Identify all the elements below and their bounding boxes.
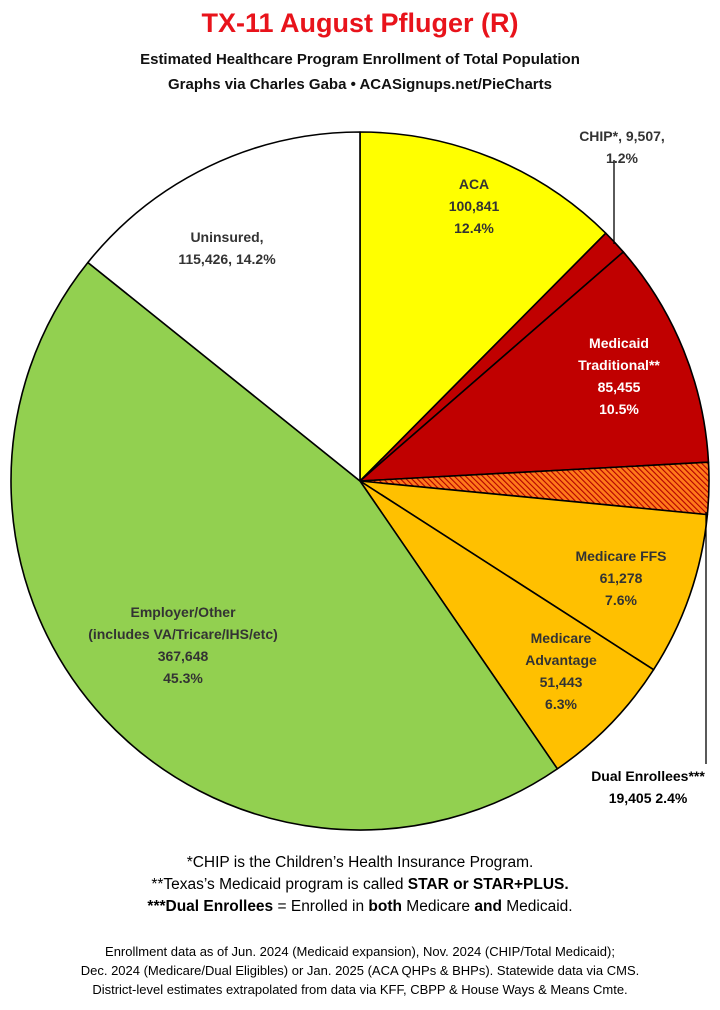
- pie-slice-uninsured: [87, 131, 361, 482]
- note-dual: ***Dual Enrollees = Enrolled in both Med…: [147, 898, 573, 915]
- slice-label-line: ACA: [459, 176, 489, 192]
- footnotes: *CHIP is the Children’s Health Insurance…: [0, 852, 720, 918]
- slice-label-medicaid-traditional: Medicaid Traditional** 85,455 10.5%: [578, 335, 660, 417]
- slice-label-line: 367,648: [158, 648, 209, 664]
- slice-label-line: Traditional**: [578, 357, 660, 373]
- slice-label-uninsured: Uninsured, 115,426, 14.2%: [178, 229, 276, 267]
- slice-label-line: (includes VA/Tricare/IHS/etc): [88, 626, 278, 642]
- pie-slice-aca: [359, 131, 607, 482]
- source-line-3: District-level estimates extrapolated fr…: [92, 982, 628, 997]
- note-medicaid: **Texas’s Medicaid program is called STA…: [151, 876, 569, 893]
- slice-label-line: Medicare: [531, 630, 592, 646]
- note-chip: *CHIP is the Children’s Health Insurance…: [186, 854, 534, 871]
- slice-label-line: 6.3%: [545, 696, 577, 712]
- slice-label-medicare-advantage: Medicare Advantage 51,443 6.3%: [525, 630, 597, 712]
- chart-title: TX-11 August Pfluger (R): [201, 8, 519, 38]
- slice-label-chip: CHIP*, 9,507, 1.2%: [579, 128, 665, 166]
- slice-label-line: 85,455: [598, 379, 641, 395]
- source-line-2: Dec. 2024 (Medicare/Dual Eligibles) or J…: [80, 963, 640, 978]
- slice-label-line: 19,405 2.4%: [609, 790, 688, 806]
- slice-label-line: Advantage: [525, 652, 597, 668]
- slice-label-line: 61,278: [600, 570, 643, 586]
- slice-label-line: 51,443: [540, 674, 583, 690]
- slice-label-medicare-ffs: Medicare FFS 61,278 7.6%: [575, 548, 666, 608]
- slice-label-line: 1.2%: [606, 150, 638, 166]
- slice-label-aca: ACA 100,841 12.4%: [449, 176, 500, 236]
- chart-subtitle: Estimated Healthcare Program Enrollment …: [140, 51, 580, 68]
- slice-label-line: Medicaid: [589, 335, 649, 351]
- slice-label-line: 10.5%: [599, 401, 639, 417]
- pie-chart: ACA 100,841 12.4% CHIP*, 9,507, 1.2% Medicaid…: [10, 128, 710, 831]
- slice-label-line: 7.6%: [605, 592, 637, 608]
- pie-slice-medicare-advantage: [359, 480, 655, 770]
- slice-label-line: CHIP*, 9,507,: [579, 128, 665, 144]
- source-footer: Enrollment data as of Jun. 2024 (Medicai…: [0, 942, 720, 999]
- slice-label-line: Dual Enrollees***: [591, 768, 705, 784]
- slice-label-line: 100,841: [449, 198, 500, 214]
- slice-label-dual-enrollees: Dual Enrollees*** 19,405 2.4%: [591, 768, 705, 806]
- pie-slice-medicaid-traditional: [359, 251, 710, 482]
- pie-slice-employer-other: [10, 261, 559, 831]
- slice-label-employer-other: Employer/Other (includes VA/Tricare/IHS/e…: [88, 604, 278, 686]
- slice-label-line: 115,426, 14.2%: [178, 251, 276, 267]
- slice-label-line: 12.4%: [454, 220, 494, 236]
- slice-label-line: Employer/Other: [130, 604, 236, 620]
- slice-label-line: Medicare FFS: [575, 548, 666, 564]
- source-line-1: Enrollment data as of Jun. 2024 (Medicai…: [105, 944, 615, 959]
- chart-credit: Graphs via Charles Gaba • ACASignups.net…: [168, 76, 552, 93]
- slice-label-line: 45.3%: [163, 670, 203, 686]
- slice-label-line: Uninsured,: [190, 229, 263, 245]
